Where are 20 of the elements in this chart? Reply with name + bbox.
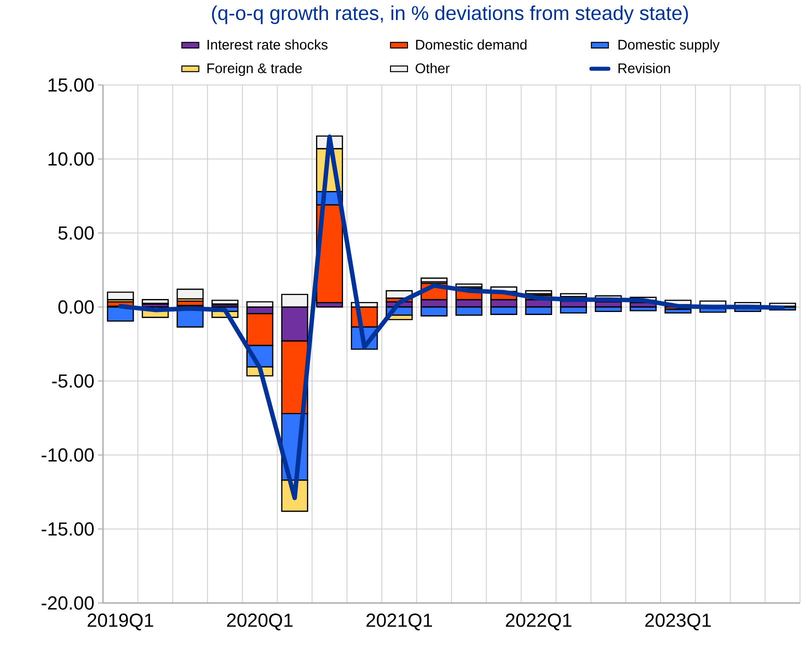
x-tick-label: 2022Q1 (506, 614, 572, 630)
legend-label: Foreign & trade (207, 62, 302, 76)
legend-label: Revision (618, 62, 670, 74)
y-tick-label: 0.00 (58, 300, 94, 314)
y-tick-label: 15.00 (48, 78, 94, 92)
y-tick-label: -10.00 (42, 448, 94, 462)
legend-label: Other (416, 62, 450, 74)
y-tick-label: -5.00 (52, 374, 94, 388)
legend-label: Domestic demand (416, 39, 526, 50)
x-tick-label: 2023Q1 (645, 614, 711, 630)
y-tick-label: 5.00 (58, 226, 94, 240)
x-tick-label: 2019Q1 (88, 614, 154, 630)
y-tick-label: -20.00 (42, 596, 94, 610)
x-tick-label: 2021Q1 (366, 614, 432, 630)
legend-label: Interest rate shocks (208, 39, 328, 50)
x-tick-label: 2020Q1 (227, 614, 293, 630)
y-tick-label: 10.00 (48, 152, 94, 166)
chart-title: (q-o-q growth rates, in % deviations from steady state) (212, 6, 688, 24)
y-tick-label: -15.00 (42, 522, 94, 536)
legend-label: Domestic supply (618, 39, 720, 52)
